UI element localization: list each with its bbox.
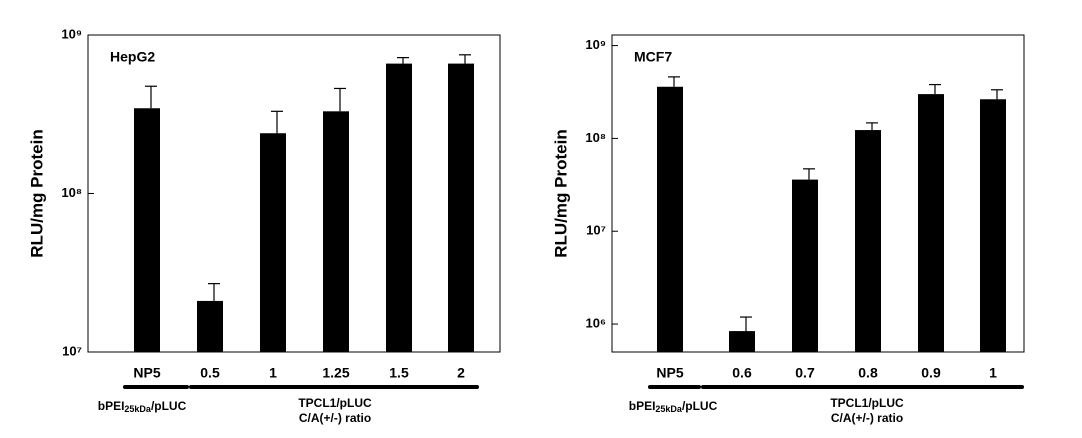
- x-tick-label: 0.7: [795, 365, 815, 381]
- y-tick-label: 10⁹: [61, 26, 82, 41]
- group-label-sub: 25kDa: [124, 404, 152, 414]
- y-axis-label: RLU/mg Protein: [551, 129, 570, 257]
- panel-title: MCF7: [634, 49, 672, 65]
- group-label: TPCL1/pLUC: [830, 396, 904, 410]
- x-tick-label: 2: [457, 365, 465, 381]
- group-label: bPEI25kDa/pLUC: [98, 399, 187, 414]
- bar: [980, 99, 1006, 352]
- x-tick-label: 1.5: [389, 365, 409, 381]
- y-tick-label: 10⁷: [586, 223, 606, 238]
- x-tick-label: NP5: [656, 365, 683, 381]
- group-label-part: /pLUC: [151, 399, 187, 413]
- group-label: C/A(+/-) ratio: [831, 411, 903, 425]
- bar: [197, 300, 223, 352]
- bar: [448, 63, 474, 352]
- bar: [792, 179, 818, 352]
- group-label: TPCL1/pLUC: [298, 396, 372, 410]
- group-label-part: bPEI: [629, 399, 656, 413]
- bar: [918, 94, 944, 353]
- bar: [134, 108, 160, 352]
- bar: [260, 133, 286, 352]
- bar: [386, 63, 412, 352]
- y-tick-label: 10⁸: [61, 185, 82, 200]
- bar: [657, 86, 683, 352]
- group-label-sub: 25kDa: [655, 404, 683, 414]
- panel-title: HepG2: [110, 49, 155, 65]
- x-tick-label: 1: [989, 365, 997, 381]
- y-tick-label: 10⁸: [585, 130, 606, 145]
- group-label: C/A(+/-) ratio: [299, 411, 371, 425]
- x-tick-label: 1.25: [322, 365, 349, 381]
- group-label-part: bPEI: [98, 399, 125, 413]
- y-tick-label: 10⁹: [585, 37, 606, 52]
- bar: [855, 130, 881, 352]
- y-axis-label: RLU/mg Protein: [27, 129, 46, 257]
- x-tick-label: NP5: [133, 365, 160, 381]
- group-label-part: /pLUC: [682, 399, 718, 413]
- x-tick-label: 0.8: [858, 365, 878, 381]
- y-tick-label: 10⁶: [586, 315, 606, 330]
- y-tick-label: 10⁷: [62, 343, 82, 358]
- group-label: bPEI25kDa/pLUC: [629, 399, 718, 414]
- x-tick-label: 1: [269, 365, 277, 381]
- x-tick-label: 0.5: [200, 365, 220, 381]
- x-tick-label: 0.9: [921, 365, 941, 381]
- x-tick-label: 0.6: [732, 365, 752, 381]
- bar: [729, 331, 755, 352]
- bar: [323, 111, 349, 352]
